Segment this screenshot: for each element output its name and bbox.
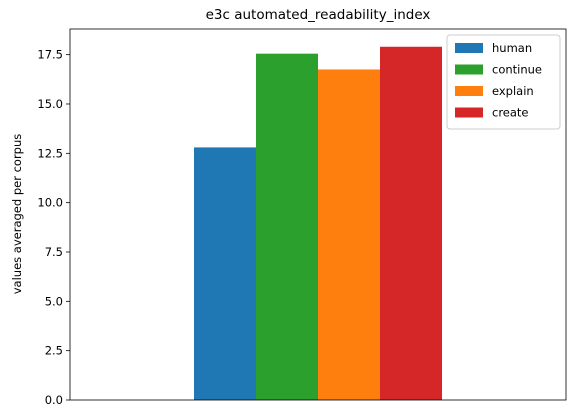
bar-human [194,147,256,400]
legend: human continue explain create [446,34,561,130]
y-tick-label: 7.5 [45,245,63,259]
bar-continue [256,53,318,401]
y-axis-label: values averaged per corpus [10,134,24,295]
legend-label-human: human [492,41,532,55]
legend-frame [446,34,561,130]
legend-label-create: create [492,106,529,120]
y-axis-ticks: 0.0 2.5 5.0 7.5 10.0 12.5 15.0 17.5 [37,48,70,407]
legend-label-explain: explain [492,84,534,98]
y-tick-label: 0.0 [45,393,63,407]
legend-swatch-human [455,43,483,53]
y-tick-label: 5.0 [45,294,63,308]
y-tick-label: 2.5 [45,344,63,358]
bars-group [194,46,442,401]
y-tick-label: 10.0 [37,196,63,210]
plot-frame [69,28,567,401]
y-tick-label: 17.5 [37,48,63,62]
y-tick-label: 12.5 [37,146,63,160]
legend-label-continue: continue [492,63,542,77]
y-tick-label: 15.0 [37,97,63,111]
legend-swatch-continue [455,64,483,75]
legend-swatch-create [455,107,483,118]
legend-swatch-explain [455,86,483,96]
bar-explain [318,69,380,401]
chart-title: e3c automated_readability_index [206,7,431,23]
bar-create [380,46,442,400]
